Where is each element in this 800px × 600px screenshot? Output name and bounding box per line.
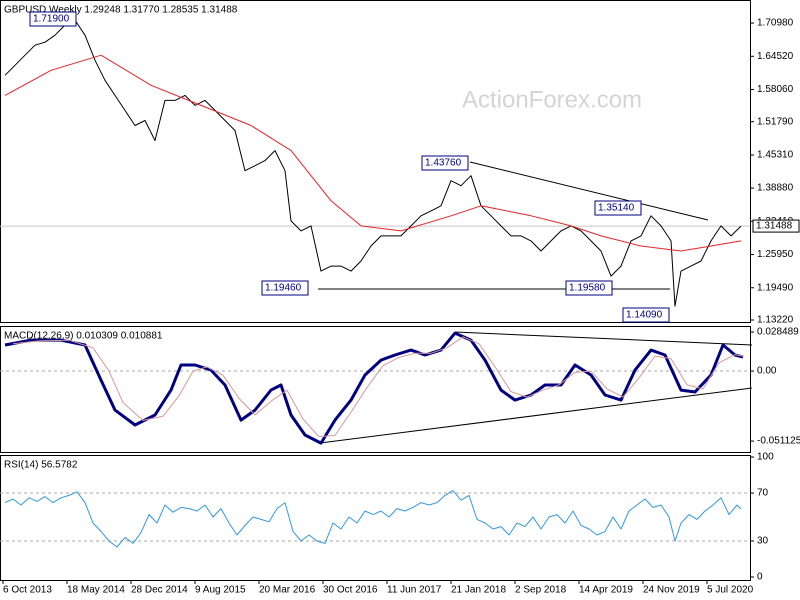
annotation-label: 1.43760	[425, 158, 462, 169]
trend-line	[469, 161, 709, 221]
y-tick-label: -0.051125	[757, 436, 800, 447]
series-line	[4, 19, 742, 307]
x-tick-label: 11 Jun 2017	[387, 585, 442, 596]
watermark: ActionForex.com	[462, 86, 642, 113]
annotation-box	[622, 307, 670, 323]
y-tick-label: 1.38880	[757, 183, 794, 194]
annotation-label: 1.19460	[265, 283, 302, 294]
series-line	[4, 54, 742, 252]
annotation: 1.19580	[565, 280, 613, 296]
series-line	[12, 336, 744, 438]
x-tick-label: 9 Aug 2015	[195, 585, 246, 596]
annotation: 1.19460	[261, 280, 309, 296]
annotation: 1.71900	[29, 11, 77, 27]
y-tick-label: 1.45310	[757, 150, 794, 161]
series-line	[4, 490, 742, 548]
y-tick-label: 0	[757, 572, 763, 583]
last-price-box	[752, 219, 800, 233]
annotation-label: 1.14090	[626, 310, 663, 321]
x-tick-label: 30 Oct 2016	[323, 585, 378, 596]
x-tick-label: 21 Jan 2018	[451, 585, 506, 596]
x-tick-label: 2 Sep 2018	[515, 585, 567, 596]
y-tick-label: 1.19490	[757, 282, 794, 293]
trend-line	[319, 387, 753, 444]
y-tick-label: 1.51790	[757, 116, 794, 127]
trend-line	[454, 331, 753, 346]
x-tick-label: 6 Oct 2013	[3, 585, 52, 596]
annotation: 1.43760	[421, 155, 469, 171]
panel-title: MACD(12,26,9) 0.010309 0.010881	[4, 331, 163, 342]
panel-frame	[0, 0, 751, 323]
annotation-label: 1.19580	[569, 283, 606, 294]
annotation-box	[594, 200, 642, 216]
x-tick-label: 14 Apr 2019	[579, 585, 633, 596]
panel-title: GBPUSD Weekly 1.29248 1.31770 1.28535 1.…	[4, 5, 238, 16]
annotation: 1.14090	[622, 307, 670, 323]
panel-frame	[0, 455, 751, 581]
annotation-label: 1.71900	[33, 14, 70, 25]
annotation-label: 1.35140	[598, 203, 635, 214]
y-tick-label: 100	[757, 452, 774, 463]
annotation: 1.35140	[594, 200, 642, 216]
y-tick-label: 0.028489	[757, 327, 799, 338]
y-tick-label: 1.58060	[757, 84, 794, 95]
annotation-box	[421, 155, 469, 171]
y-tick-label: 1.64520	[757, 51, 794, 62]
panel-frame	[0, 326, 751, 453]
panel-title: RSI(14) 56.5782	[4, 460, 78, 471]
series-line	[4, 331, 744, 445]
annotation-box	[261, 280, 309, 296]
x-tick-label: 20 Mar 2016	[259, 585, 316, 596]
y-tick-label: 70	[757, 488, 769, 499]
y-tick-label: 30	[757, 536, 769, 547]
x-tick-label: 5 Jul 2020	[707, 585, 754, 596]
annotation-box	[565, 280, 613, 296]
annotation-box	[29, 11, 77, 27]
last-price-label: 1.31488	[756, 221, 793, 232]
x-tick-label: 24 Nov 2019	[643, 585, 700, 596]
x-tick-label: 28 Dec 2014	[131, 585, 188, 596]
y-tick-label: 1.70980	[757, 18, 794, 29]
y-tick-label: 1.25950	[757, 249, 794, 260]
x-tick-label: 18 May 2014	[67, 585, 125, 596]
y-tick-label: 1.13220	[757, 315, 794, 326]
y-tick-label: 0.00	[757, 366, 777, 377]
